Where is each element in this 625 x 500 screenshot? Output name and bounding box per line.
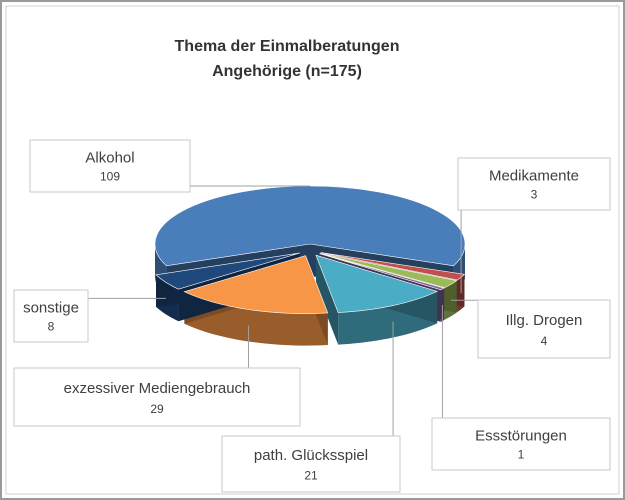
slice [320,252,458,289]
label-name: Essstörungen [475,428,567,445]
pie [154,185,466,346]
label-value: 3 [531,188,538,202]
slice [315,254,438,313]
label-name: path. Glücksspiel [254,447,368,464]
label-value: 21 [304,468,318,482]
slice [183,255,329,314]
label-box [431,417,611,471]
label-box [477,299,611,359]
label-value: 29 [150,402,164,416]
slice [155,252,300,290]
label-name: Alkohol [85,150,134,167]
label-value: 109 [100,170,120,184]
labels: Alkohol 109 Medikamente 3 Illg. Drogen 4 Essst… [13,139,611,493]
label-name: exzessiver Mediengebrauch [64,380,251,397]
label-box [29,139,191,193]
chart-title: Thema der Einmalberatungen [175,38,400,55]
label-box [221,435,401,493]
label-box [457,157,611,211]
label-box [13,367,301,427]
slice [319,253,445,291]
label-name: sonstige [23,300,79,317]
label-value: 1 [518,448,525,462]
label-box [13,289,89,343]
inner-frame [5,5,620,495]
label-name: Illg. Drogen [506,312,583,329]
label-name: Medikamente [489,168,579,185]
slice-wall [315,255,339,345]
label-value: 4 [541,334,548,348]
chart-title: Angehörige (n=175) [212,63,362,80]
label-value: 8 [48,320,55,334]
